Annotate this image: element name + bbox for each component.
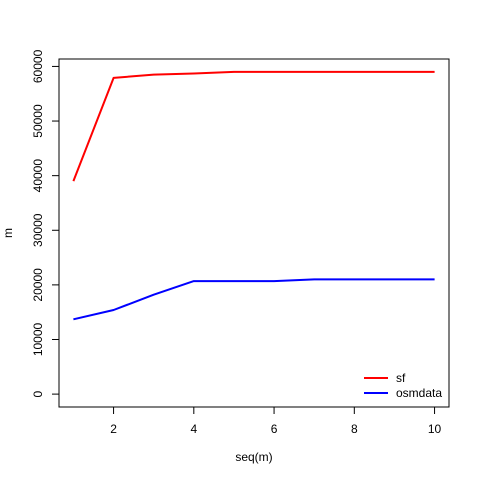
y-tick-label: 60000 xyxy=(31,49,45,83)
y-axis-label: m xyxy=(1,228,15,238)
x-tick-label: 2 xyxy=(110,422,117,436)
x-tick-label: 10 xyxy=(428,422,442,436)
series-line-sf xyxy=(72,70,435,182)
x-axis-label: seq(m) xyxy=(235,450,272,464)
legend-label-osmdata: osmdata xyxy=(396,386,442,400)
legend-label-sf: sf xyxy=(396,371,406,385)
y-tick-label: 0 xyxy=(31,390,45,397)
plot-frame xyxy=(58,58,450,408)
x-tick-label: 6 xyxy=(271,422,278,436)
x-axis: 2 4 6 8 10 xyxy=(110,406,442,436)
y-tick-label: 50000 xyxy=(31,104,45,138)
series-line-osmdata xyxy=(73,278,435,321)
x-tick-label: 4 xyxy=(190,422,197,436)
x-tick-label: 8 xyxy=(351,422,358,436)
y-tick-label: 30000 xyxy=(31,213,45,247)
y-tick-label: 20000 xyxy=(31,268,45,302)
y-tick-label: 10000 xyxy=(31,322,45,356)
y-axis: 0 10000 20000 30000 40000 50000 60000 xyxy=(31,49,60,397)
series-layer xyxy=(72,70,435,321)
y-tick-label: 40000 xyxy=(31,159,45,193)
